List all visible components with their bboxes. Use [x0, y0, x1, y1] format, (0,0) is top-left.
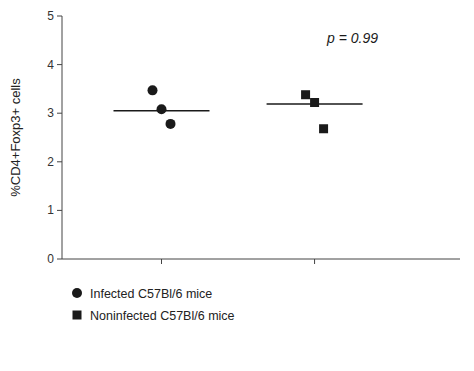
- x-axis-line: [62, 259, 460, 260]
- y-axis-label: %CD4+Foxp3+ cells: [8, 78, 23, 197]
- legend: Infected C57Bl/6 mice Noninfected C57Bl/6…: [72, 287, 235, 323]
- y-axis-line: [62, 16, 63, 259]
- legend-marker: [72, 288, 82, 298]
- x-tick: [161, 259, 162, 264]
- y-tick: [57, 161, 62, 162]
- data-point: [148, 85, 158, 95]
- y-tick: [57, 16, 62, 17]
- data-point: [310, 98, 319, 107]
- legend-label: Noninfected C57Bl/6 mice: [90, 309, 235, 323]
- y-tick-label: 5: [47, 9, 54, 23]
- y-axis: 0 1 2 3 4 5: [47, 9, 62, 266]
- data-point: [157, 104, 167, 114]
- legend-marker: [73, 311, 82, 320]
- x-axis: [62, 259, 460, 264]
- y-tick: [57, 64, 62, 65]
- plot-area: [114, 85, 363, 133]
- legend-label: Infected C57Bl/6 mice: [90, 287, 212, 301]
- y-tick-label: 2: [47, 155, 54, 169]
- y-tick: [57, 210, 62, 211]
- data-point: [301, 90, 310, 99]
- y-tick-label: 4: [47, 58, 54, 72]
- chart-svg: 0 1 2 3 4 5 %CD4+Foxp3+ cells p = 0.99 Infected …: [0, 0, 474, 371]
- y-tick: [57, 259, 62, 260]
- y-tick-label: 0: [47, 252, 54, 266]
- annotation: p = 0.99: [326, 30, 378, 46]
- chart-container: 0 1 2 3 4 5 %CD4+Foxp3+ cells p = 0.99 Infected …: [0, 0, 474, 371]
- data-point: [319, 124, 328, 133]
- x-tick: [314, 259, 315, 264]
- data-point: [166, 119, 176, 129]
- y-tick: [57, 113, 62, 114]
- y-tick-label: 1: [47, 203, 54, 217]
- y-tick-label: 3: [47, 106, 54, 120]
